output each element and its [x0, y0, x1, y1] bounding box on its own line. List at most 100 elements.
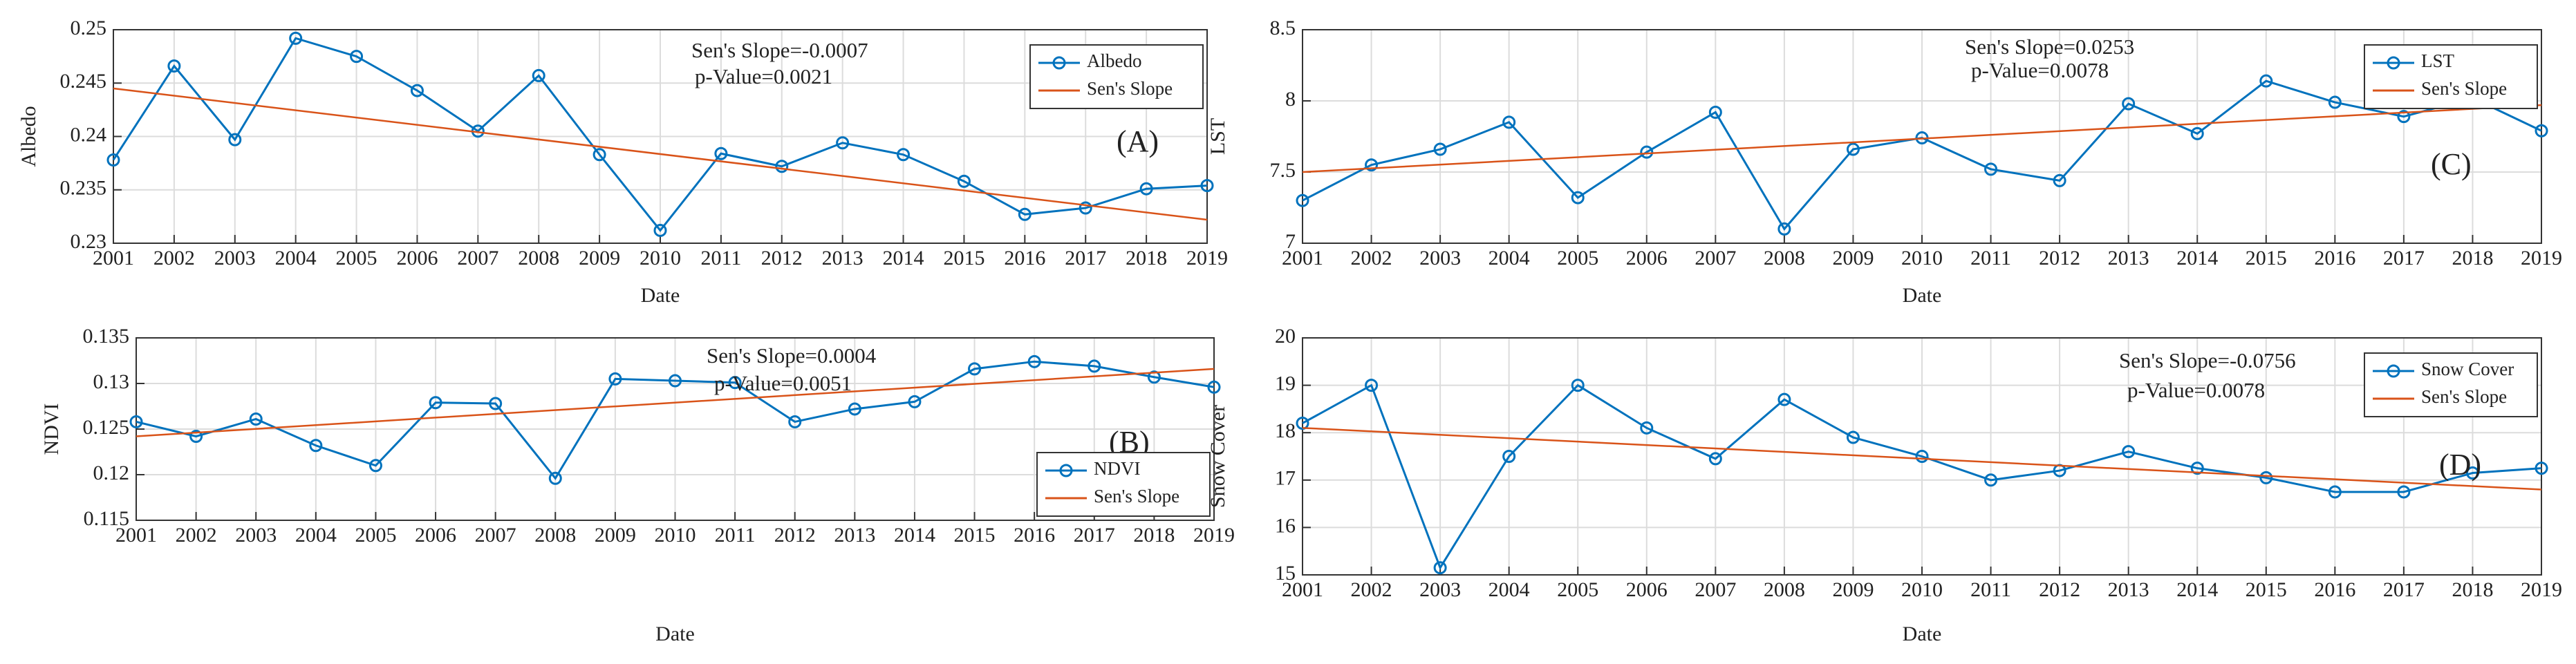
y-tick-label: 0.135: [83, 325, 130, 348]
x-tick-label: 2003: [1419, 247, 1461, 269]
x-tick-label: 2006: [396, 247, 438, 269]
legend-box: [2364, 352, 2538, 417]
x-tick-label: 2015: [2246, 247, 2287, 269]
trend-line: [136, 368, 1215, 437]
y-tick-label: 7.5: [1270, 159, 1296, 182]
data-point: [2465, 466, 2479, 480]
data-point: [1200, 179, 1214, 193]
data-line: [1302, 383, 2542, 571]
x-tick-label: 2010: [655, 524, 696, 547]
x-tick-label: 2005: [1557, 578, 1598, 601]
annotation: p-Value=0.0021: [695, 64, 832, 88]
x-tick-label: 2012: [761, 247, 803, 269]
data-line: [136, 360, 1215, 480]
trend-line: [1302, 104, 2542, 173]
y-tick-label: 0.12: [93, 462, 130, 484]
data-point: [350, 50, 364, 64]
x-axis-label: Date: [1903, 623, 1942, 645]
x-tick-label: 2018: [2452, 578, 2493, 601]
data-point: [1433, 561, 1447, 575]
x-tick-label: 2011: [715, 524, 756, 547]
data-point: [1147, 370, 1161, 384]
y-axis-label: LST: [1206, 118, 1229, 155]
data-point: [1571, 191, 1585, 205]
data-point: [1088, 359, 1101, 373]
x-tick-label: 2013: [2108, 247, 2149, 269]
data-point: [189, 430, 203, 444]
data-point: [957, 174, 971, 188]
annotation: p-Value=0.0078: [1971, 58, 2109, 82]
data-point: [608, 372, 622, 386]
legend-box: [2364, 44, 2538, 109]
data-point: [2190, 126, 2204, 140]
x-tick-label: 2010: [1901, 247, 1943, 269]
x-tick-label: 2017: [1074, 524, 1115, 547]
x-tick-label: 2004: [295, 524, 337, 547]
x-tick-label: 2012: [2039, 247, 2080, 269]
x-tick-label: 2013: [822, 247, 864, 269]
x-tick-label: 2012: [2039, 578, 2080, 601]
data-point: [410, 84, 424, 97]
y-tick-label: 17: [1275, 467, 1296, 490]
x-tick-label: 2003: [214, 247, 256, 269]
legend-box: [1036, 452, 1211, 517]
legend-label: LST: [2421, 50, 2455, 71]
data-point: [368, 459, 382, 473]
x-tick-label: 2017: [2383, 247, 2425, 269]
data-point: [2190, 462, 2204, 475]
x-tick-label: 2004: [275, 247, 317, 269]
data-point: [1984, 162, 1998, 176]
legend-label: Snow Cover: [2421, 359, 2514, 379]
x-tick-label: 2009: [595, 524, 636, 547]
x-tick-label: 2019: [2521, 247, 2562, 269]
x-tick-label: 2007: [475, 524, 516, 547]
data-line: [112, 37, 1208, 232]
y-tick-label: 16: [1275, 514, 1296, 537]
y-tick-label: 8: [1285, 88, 1296, 111]
y-tick-label: 20: [1275, 325, 1296, 348]
y-tick-label: 0.245: [60, 70, 107, 93]
x-tick-label: 2001: [115, 524, 157, 547]
y-tick-label: 0.24: [71, 123, 107, 146]
annotation: Sen's Slope=-0.0007: [691, 38, 868, 62]
y-tick-label: 0.13: [93, 370, 130, 393]
data-point: [309, 439, 323, 453]
data-point: [1433, 142, 1447, 156]
data-point: [1027, 354, 1041, 368]
x-tick-label: 2007: [1695, 578, 1736, 601]
y-tick-label: 0.235: [60, 177, 107, 200]
annotation: p-Value=0.0051: [714, 371, 852, 395]
x-tick-label: 2002: [1351, 578, 1392, 601]
data-point: [548, 471, 562, 485]
x-tick-label: 2004: [1488, 578, 1530, 601]
x-tick-label: 2019: [1186, 247, 1228, 269]
x-axis-label: Date: [655, 623, 695, 645]
annotation: (D): [2439, 448, 2481, 482]
x-tick-label: 2001: [1282, 247, 1323, 269]
x-axis-label: Date: [641, 284, 680, 307]
y-tick-label: 7: [1285, 230, 1296, 253]
data-point: [1915, 450, 1929, 463]
data-point: [836, 136, 850, 150]
data-point: [1502, 115, 1516, 129]
legend-label: Sen's Slope: [2421, 386, 2507, 407]
x-tick-label: 2005: [355, 524, 396, 547]
data-point: [1502, 450, 1516, 463]
data-point: [289, 31, 303, 45]
x-tick-label: 2016: [1014, 524, 1055, 547]
legend-marker: [1059, 464, 1073, 477]
x-tick-label: 2017: [1065, 247, 1106, 269]
data-point: [1365, 379, 1379, 392]
y-tick-label: 0.25: [71, 17, 107, 39]
data-point: [1846, 142, 1860, 156]
data-point: [1846, 430, 1860, 444]
data-point: [129, 415, 143, 428]
x-tick-label: 2010: [1901, 578, 1943, 601]
y-axis-label: NDVI: [40, 404, 63, 455]
data-point: [1207, 380, 1221, 394]
annotation: Sen's Slope=0.0253: [1965, 35, 2134, 59]
data-point: [1984, 473, 1998, 487]
annotation: (C): [2431, 147, 2472, 181]
x-tick-label: 2008: [1764, 578, 1805, 601]
